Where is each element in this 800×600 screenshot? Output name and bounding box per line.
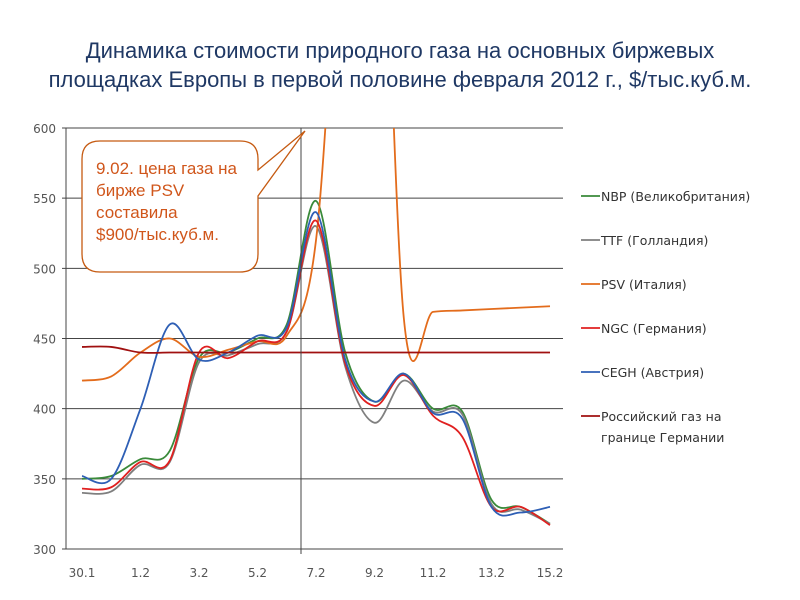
callout-line-3: составила (96, 203, 178, 222)
series-line-3 (81, 219, 551, 526)
series-lines (81, 128, 551, 526)
legend-label-5: Российский газ на (601, 409, 722, 424)
title-line-2: площадках Европы в первой половине февра… (48, 67, 752, 92)
x-tick-label: 11.2 (420, 566, 447, 580)
x-tick-label: 15.2 (537, 566, 564, 580)
x-tick-label: 7.2 (306, 566, 325, 580)
x-tick-label: 1.2 (131, 566, 150, 580)
series-line-2 (81, 128, 551, 382)
callout-line-4: $900/тыс.куб.м. (96, 225, 219, 244)
legend-label-5: границе Германии (601, 430, 724, 445)
y-tick-label: 500 (33, 262, 56, 276)
x-tick-label: 9.2 (365, 566, 384, 580)
legend-label-4: CEGH (Австрия) (601, 365, 704, 380)
x-tick-label: 3.2 (189, 566, 208, 580)
x-tick-label: 5.2 (248, 566, 267, 580)
y-tick-label: 400 (33, 403, 56, 417)
title-line-1: Динамика стоимости природного газа на ос… (85, 38, 715, 63)
legend-label-3: NGC (Германия) (601, 321, 707, 336)
x-tick-label: 30.1 (69, 566, 96, 580)
annotation-callout: 9.02. цена газа на бирже PSV составила $… (81, 130, 306, 273)
y-tick-label: 350 (33, 473, 56, 487)
callout-line-1: 9.02. цена газа на (96, 159, 238, 178)
legend-label-2: PSV (Италия) (601, 277, 687, 292)
legend-label-1: TTF (Голландия) (600, 233, 708, 248)
series-line-0 (81, 200, 551, 525)
legend: NBP (Великобритания) TTF (Голландия) PSV (… (581, 189, 750, 445)
y-tick-label: 450 (33, 333, 56, 347)
x-tick-label: 13.2 (478, 566, 505, 580)
series-line-4 (81, 211, 551, 517)
axes: 300 350 400 450 500 550 600 30.1 1.2 3.2 5.2 7.2 9.2… (33, 122, 563, 580)
series-line-5 (81, 345, 550, 354)
chart-title: Динамика стоимости природного газа на ос… (0, 36, 800, 94)
y-tick-label: 600 (33, 122, 56, 136)
y-tick-label: 300 (33, 543, 56, 557)
callout-line-2: бирже PSV (96, 181, 185, 200)
callout-bubble (81, 130, 306, 273)
y-tick-label: 550 (33, 192, 56, 206)
legend-label-0: NBP (Великобритания) (601, 189, 750, 204)
